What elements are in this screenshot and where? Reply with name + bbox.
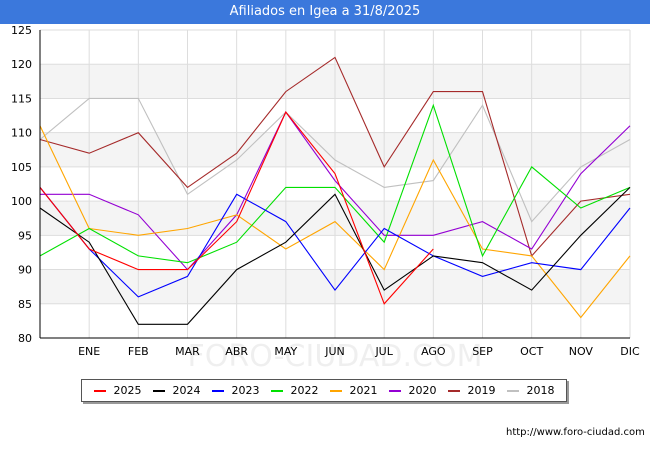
series-line-2024 [39,187,631,325]
series-line-2018 [39,97,631,223]
legend: 2025 2024 2023 2022 2021 2020 2019 2018 [81,379,567,402]
legend-label: 2019 [467,384,496,397]
x-tick-label: SEP [472,345,493,358]
x-tick-label: JUN [324,345,345,358]
y-tick-label: 100 [11,195,32,208]
legend-swatch [447,389,460,392]
legend-label: 2024 [172,384,201,397]
x-tick-label: FEB [128,345,149,358]
legend-label: 2020 [408,384,437,397]
x-tick-label: JUL [374,345,393,358]
legend-item-2022: 2022 [270,384,319,397]
x-tick-label: MAR [175,345,200,358]
series-line-2020 [40,111,631,271]
y-tick-label: 120 [11,58,32,71]
axes [39,30,630,339]
x-tick-label: AGO [421,345,446,358]
y-tick-label: 95 [18,229,32,242]
x-tick-label: DIC [620,345,640,358]
chart-title: Afiliados en Igea a 31/8/2025 [0,0,650,24]
x-tick-label: ABR [225,345,248,358]
legend-label: 2022 [290,384,319,397]
watermark: FORO-CIUDAD.COM [188,339,483,374]
legend-swatch [506,389,519,392]
legend-item-2025: 2025 [93,384,142,397]
series-line-2023 [39,187,631,298]
legend-swatch [211,389,224,392]
x-tick-label: NOV [569,345,594,358]
x-tick-label: ENE [78,345,100,358]
x-axis-ticks: ENE FEB MAR ABR MAY JUN JUL AGO SEP OCT NOV DIC [78,345,640,358]
x-tick-label: OCT [520,345,543,358]
legend-swatch [388,389,401,392]
y-tick-label: 80 [18,332,32,345]
legend-swatch [152,389,165,392]
series-line-2025 [39,111,434,305]
legend-label: 2023 [231,384,260,397]
y-tick-label: 125 [11,24,32,37]
legend-item-2019: 2019 [447,384,496,397]
y-tick-label: 110 [11,127,32,140]
legend-item-2023: 2023 [211,384,260,397]
legend-label: 2021 [349,384,378,397]
series-lines [39,56,631,325]
series-line-2022 [39,103,631,264]
legend-item-2020: 2020 [388,384,437,397]
y-axis-ticks: 80 85 90 95 100 105 110 115 120 125 [11,24,32,345]
x-tick-label: MAY [274,345,297,358]
legend-label: 2018 [526,384,555,397]
legend-swatch [329,389,342,392]
legend-item-2024: 2024 [152,384,201,397]
legend-item-2021: 2021 [329,384,378,397]
series-line-2021 [39,125,631,319]
legend-swatch [270,389,283,392]
y-tick-label: 90 [18,264,32,277]
y-tick-label: 115 [11,92,32,105]
source-url: http://www.foro-ciudad.com [506,427,645,438]
legend-item-2018: 2018 [506,384,555,397]
legend-swatch [93,389,106,392]
legend-label: 2025 [113,384,142,397]
y-tick-label: 105 [11,161,32,174]
y-tick-label: 85 [18,298,32,311]
